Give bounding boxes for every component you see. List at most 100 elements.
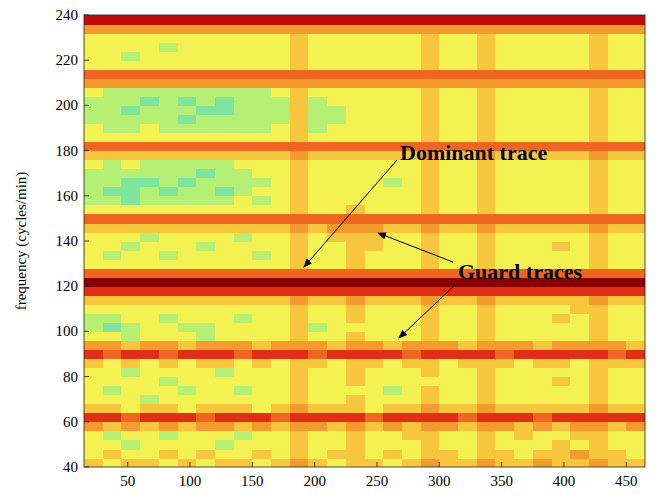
heat-cell [346, 368, 365, 378]
heat-cell [252, 169, 271, 179]
heat-cell [84, 277, 103, 287]
heat-cell [159, 187, 178, 197]
heat-cell [495, 331, 514, 341]
heat-cell [514, 15, 533, 25]
heat-cell [589, 241, 608, 251]
heat-cell [570, 105, 589, 115]
y-tick [84, 467, 89, 468]
heat-cell [458, 241, 477, 251]
heat-cell [271, 160, 290, 170]
heat-cell [252, 404, 271, 414]
heat-cell [290, 151, 309, 161]
heat-cell [159, 24, 178, 34]
heat-cell [234, 386, 253, 396]
heat-cell [365, 187, 384, 197]
heat-cell [178, 359, 197, 369]
heat-cell [533, 33, 552, 43]
heat-cell [290, 232, 309, 242]
heat-cell [383, 440, 402, 450]
heat-cell [402, 340, 421, 350]
heat-cell [327, 440, 346, 450]
heat-cell [290, 87, 309, 97]
heat-cell [626, 458, 645, 467]
x-tick-label: 450 [615, 473, 638, 489]
heat-cell [196, 368, 215, 378]
heat-cell [458, 322, 477, 332]
heat-cell [589, 151, 608, 161]
heat-cell [552, 133, 571, 143]
heat-cell [196, 60, 215, 70]
heat-cell [589, 340, 608, 350]
heat-cell [439, 404, 458, 414]
heat-cell [346, 96, 365, 106]
heat-cell [402, 259, 421, 269]
heat-cell [346, 69, 365, 79]
heat-cell [234, 114, 253, 124]
heat-cell [215, 322, 234, 332]
heat-cell [439, 42, 458, 52]
heat-cell [215, 295, 234, 305]
heat-cell [84, 214, 103, 224]
heat-cell [570, 169, 589, 179]
heat-cell [252, 331, 271, 341]
heat-cell [533, 87, 552, 97]
heat-cell [589, 431, 608, 441]
heat-cell [421, 42, 440, 52]
heat-cell [159, 42, 178, 52]
heat-cell [570, 313, 589, 323]
heat-cell [103, 340, 122, 350]
heat-cell [365, 78, 384, 88]
heat-cell [570, 178, 589, 188]
heat-cell [159, 160, 178, 170]
heat-cell [327, 304, 346, 314]
heat-cell [140, 187, 159, 197]
y-tick-label: 80 [63, 369, 78, 385]
heat-cell [383, 69, 402, 79]
heat-cell [365, 33, 384, 43]
heat-cell [121, 340, 140, 350]
heat-cell [215, 114, 234, 124]
heat-cell [514, 105, 533, 115]
heat-cell [234, 241, 253, 251]
heat-cell [178, 60, 197, 70]
heat-cell [327, 413, 346, 423]
heat-cell [421, 96, 440, 106]
heat-cell [346, 142, 365, 152]
heat-cell [140, 386, 159, 396]
heat-cell [570, 160, 589, 170]
heat-cell [383, 259, 402, 269]
heat-cell [140, 295, 159, 305]
heat-cell [514, 60, 533, 70]
heat-cell [458, 169, 477, 179]
heat-cell [196, 178, 215, 188]
heat-cell [365, 250, 384, 260]
heat-cell [402, 96, 421, 106]
heat-cell [121, 87, 140, 97]
heat-cell [178, 349, 197, 359]
heat-cell [421, 87, 440, 97]
heat-cell [121, 69, 140, 79]
heat-cell [252, 458, 271, 467]
heat-cell [196, 160, 215, 170]
heat-cell [215, 340, 234, 350]
heat-cell [140, 377, 159, 387]
heat-cell [552, 114, 571, 124]
heat-cell [365, 304, 384, 314]
heat-cell [234, 160, 253, 170]
x-tick [189, 462, 190, 467]
heat-cell [570, 69, 589, 79]
heat-cell [290, 105, 309, 115]
annotation-arrow [399, 284, 456, 338]
heat-cell [533, 24, 552, 34]
y-tick-label: 160 [56, 188, 79, 204]
heat-cell [439, 69, 458, 79]
heat-cell [495, 377, 514, 387]
heat-cell [552, 223, 571, 233]
heat-cell [84, 51, 103, 61]
heat-cell [121, 105, 140, 115]
heat-cell [439, 60, 458, 70]
heat-cell [84, 33, 103, 43]
heat-cell [308, 313, 327, 323]
heat-cell [140, 214, 159, 224]
heat-cell [140, 340, 159, 350]
